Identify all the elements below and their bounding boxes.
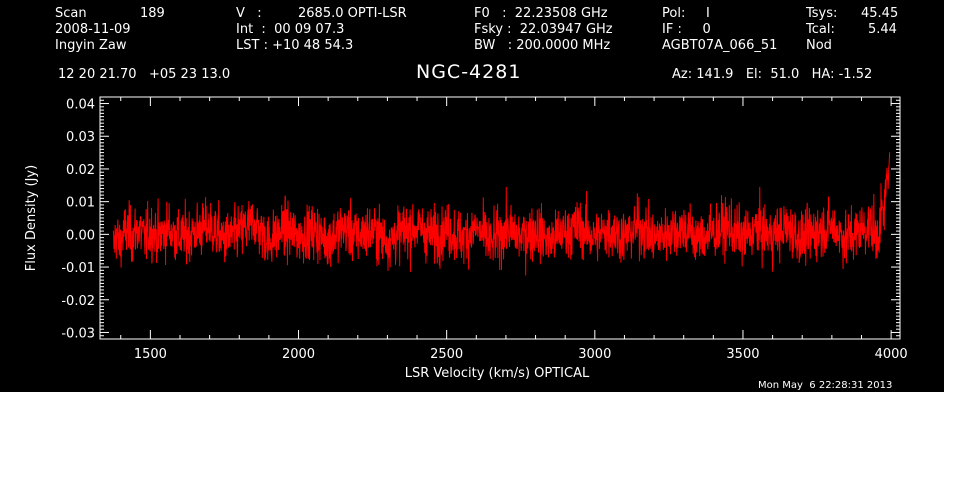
x-tick-label: 3500: [726, 347, 759, 362]
y-axis-label: Flux Density (Jy): [24, 165, 39, 271]
y-tick-label: 0.02: [66, 163, 95, 178]
spectrum-chart: 1500 2000 2500 3000 3500 4000 -0.03 -0.02 -0.01 0…: [24, 96, 908, 381]
plot-panel: [0, 0, 944, 392]
tcal-value: 5.44: [868, 22, 897, 37]
sky-frequency: Fsky : 22.03947 GHz: [474, 22, 613, 37]
polarization: Pol: I: [662, 6, 710, 21]
procedure-name: Nod: [806, 38, 832, 53]
object-title: NGC-4281: [416, 61, 522, 83]
tsys-value: 45.45: [861, 6, 899, 21]
x-tick-label: 2500: [430, 347, 463, 362]
lst-time: LST : +10 48 54.3: [236, 38, 354, 53]
tsys-label: Tsys:: [806, 6, 838, 21]
x-tick-label: 2000: [282, 347, 315, 362]
integration-time: Int : 00 09 07.3: [236, 22, 345, 37]
plot-timestamp: Mon May 6 22:28:31 2013: [758, 380, 893, 391]
y-tick-label: 0.00: [66, 228, 95, 243]
y-tick-label: 0.04: [66, 98, 95, 113]
pointing-info: Az: 141.9 El: 51.0 HA: -1.52: [672, 67, 873, 82]
y-tick-label: 0.03: [66, 130, 95, 145]
x-tick-label: 1500: [134, 347, 167, 362]
y-tick-label: -0.01: [61, 261, 95, 276]
x-tick-label: 4000: [875, 347, 908, 362]
velocity-label: V :: [236, 6, 262, 21]
if-number: IF : 0: [662, 22, 711, 37]
x-tick-label: 3000: [578, 347, 611, 362]
velocity-value: 2685.0 OPTI-LSR: [298, 6, 407, 21]
rest-frequency: F0 : 22.23508 GHz: [474, 6, 608, 21]
scan-label: Scan: [55, 6, 87, 21]
observer-name: Ingyin Zaw: [55, 38, 127, 53]
bandwidth: BW : 200.0000 MHz: [474, 38, 611, 53]
y-tick-label: -0.02: [61, 294, 95, 309]
project-id: AGBT07A_066_51: [662, 38, 778, 53]
source-coords: 12 20 21.70 +05 23 13.0: [58, 67, 231, 82]
x-axis-label: LSR Velocity (km/s) OPTICAL: [405, 366, 590, 381]
y-tick-label: -0.03: [61, 326, 95, 341]
scan-value: 189: [140, 6, 165, 21]
y-tick-label: 0.01: [66, 196, 95, 211]
tcal-label: Tcal:: [806, 22, 835, 37]
obs-date: 2008-11-09: [55, 22, 131, 37]
spectrum-trace: [112, 152, 891, 276]
